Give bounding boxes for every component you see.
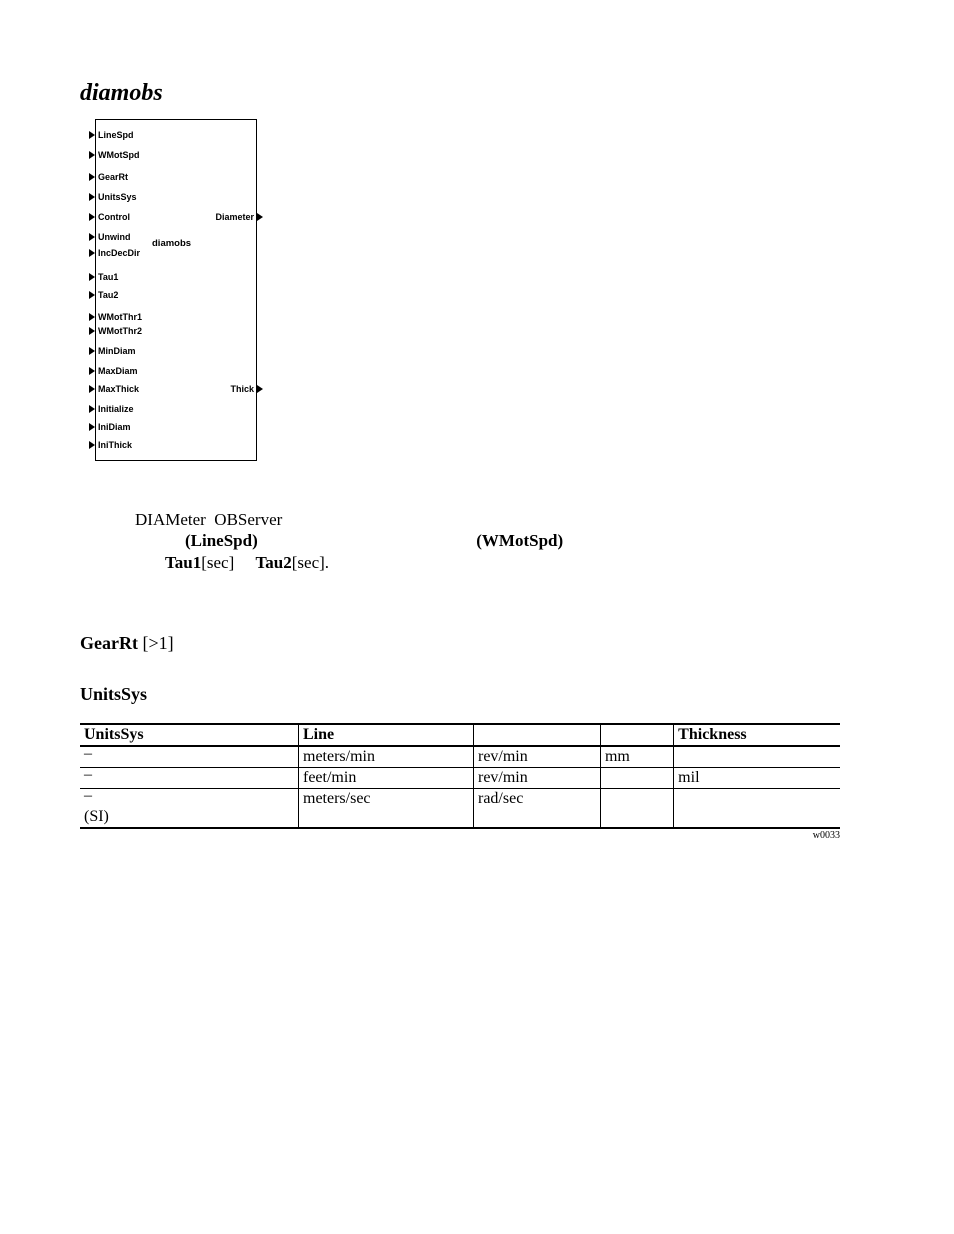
table-header-cell [600, 724, 673, 746]
input-port: UnitsSys [95, 192, 137, 202]
input-port: IncDecDir [95, 248, 140, 258]
table-cell [600, 767, 673, 788]
port-arrow-icon [89, 173, 95, 181]
table-cell: mm [600, 746, 673, 768]
description: DIAMeter OBServer (LineSpd) (WMotSpd) Ta… [135, 509, 884, 573]
port-arrow-icon [89, 151, 95, 159]
port-label: IncDecDir [98, 248, 140, 258]
table-row: –feet/minrev/min mil [80, 767, 840, 788]
port-arrow-icon [89, 233, 95, 241]
port-label: IniThick [98, 440, 132, 450]
input-port: IniDiam [95, 422, 131, 432]
input-port: MinDiam [95, 346, 136, 356]
port-label: MaxThick [98, 384, 139, 394]
port-label: WMotSpd [98, 150, 139, 160]
port-arrow-icon [89, 193, 95, 201]
port-arrow-icon [89, 405, 95, 413]
input-port: GearRt [95, 172, 128, 182]
input-port: Initialize [95, 404, 134, 414]
table-cell: – [80, 767, 299, 788]
port-arrow-icon [89, 291, 95, 299]
table-cell: rev/min [473, 767, 600, 788]
table-cell: – [80, 746, 299, 768]
table-header-row: UnitsSysLine Thickness [80, 724, 840, 746]
port-arrow-icon [89, 367, 95, 375]
input-port: MaxThick [95, 384, 139, 394]
table-header-cell: UnitsSys [80, 724, 299, 746]
table-cell: –(SI) [80, 788, 299, 828]
block-center-label: diamobs [152, 238, 191, 249]
input-port: IniThick [95, 440, 132, 450]
unitssys-heading: UnitsSys [80, 684, 884, 705]
table-cell [674, 788, 840, 828]
diamobs-block: diamobs LineSpd WMotSpd GearRt UnitsSys Cont… [95, 119, 257, 461]
input-port: WMotThr1 [95, 312, 142, 322]
port-label: WMotThr2 [98, 326, 142, 336]
table-header-cell: Thickness [674, 724, 840, 746]
input-port: Tau1 [95, 272, 118, 282]
input-port: Tau2 [95, 290, 118, 300]
port-label: MinDiam [98, 346, 136, 356]
table-header-cell: Line [299, 724, 474, 746]
port-label: Control [98, 212, 130, 222]
port-label: WMotThr1 [98, 312, 142, 322]
page-title: diamobs [80, 80, 884, 107]
block-diagram: diamobs LineSpd WMotSpd GearRt UnitsSys Cont… [95, 119, 884, 461]
port-arrow-icon [89, 327, 95, 335]
table-cell: meters/min [299, 746, 474, 768]
table-body: –meters/minrev/minmm–feet/minrev/minmil–… [80, 746, 840, 828]
port-label: IniDiam [98, 422, 131, 432]
port-arrow-icon [89, 131, 95, 139]
port-label: Initialize [98, 404, 134, 414]
table-cell: rev/min [473, 746, 600, 768]
port-label: Tau1 [98, 272, 118, 282]
table-header-cell [473, 724, 600, 746]
desc-line-2: (LineSpd) (WMotSpd) [185, 530, 884, 551]
table-row: –meters/minrev/minmm [80, 746, 840, 768]
port-arrow-icon [89, 441, 95, 449]
input-port: Control [95, 212, 130, 222]
port-arrow-icon [89, 273, 95, 281]
output-port: Diameter [215, 212, 257, 222]
table-footnote: w0033 [80, 830, 840, 841]
input-port: MaxDiam [95, 366, 138, 376]
port-arrow-icon [257, 213, 263, 221]
port-label: GearRt [98, 172, 128, 182]
port-label: LineSpd [98, 130, 134, 140]
port-label: Tau2 [98, 290, 118, 300]
gearrt-heading: GearRt [>1] [80, 633, 884, 654]
port-label: Thick [230, 384, 254, 394]
port-arrow-icon [89, 423, 95, 431]
port-arrow-icon [89, 313, 95, 321]
port-label: Diameter [215, 212, 254, 222]
table-cell: mil [674, 767, 840, 788]
table-cell [600, 788, 673, 828]
port-arrow-icon [89, 249, 95, 257]
port-arrow-icon [89, 213, 95, 221]
desc-line-3: Tau1[sec] Tau2[sec]. [165, 552, 884, 573]
port-label: MaxDiam [98, 366, 138, 376]
port-arrow-icon [257, 385, 263, 393]
table-cell [674, 746, 840, 768]
desc-line-1: DIAMeter OBServer [135, 509, 884, 530]
port-arrow-icon [89, 385, 95, 393]
input-port: WMotThr2 [95, 326, 142, 336]
input-port: Unwind [95, 232, 131, 242]
port-arrow-icon [89, 347, 95, 355]
table-row: –(SI)meters/secrad/sec [80, 788, 840, 828]
table-cell: meters/sec [299, 788, 474, 828]
output-port: Thick [230, 384, 257, 394]
table-cell: feet/min [299, 767, 474, 788]
table-cell: rad/sec [473, 788, 600, 828]
page: diamobs diamobs LineSpd WMotSpd GearRt Unit… [0, 0, 954, 1234]
input-port: LineSpd [95, 130, 134, 140]
input-port: WMotSpd [95, 150, 139, 160]
port-label: Unwind [98, 232, 131, 242]
port-label: UnitsSys [98, 192, 137, 202]
units-table: UnitsSysLine Thickness –meters/minrev/min… [80, 723, 840, 829]
